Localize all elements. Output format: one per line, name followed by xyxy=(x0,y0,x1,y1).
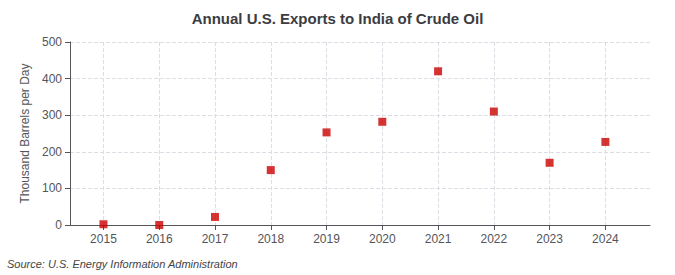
svg-text:2017: 2017 xyxy=(202,232,229,246)
svg-text:300: 300 xyxy=(42,108,62,122)
svg-text:Thousand Barrels per Day: Thousand Barrels per Day xyxy=(18,63,32,203)
svg-text:2015: 2015 xyxy=(90,232,117,246)
svg-text:2024: 2024 xyxy=(592,232,619,246)
svg-text:Source: U.S. Energy Informatio: Source: U.S. Energy Information Administ… xyxy=(7,258,238,270)
svg-text:Annual U.S. Exports to India o: Annual U.S. Exports to India of Crude Oi… xyxy=(192,10,484,27)
svg-text:2019: 2019 xyxy=(313,232,340,246)
svg-text:200: 200 xyxy=(42,145,62,159)
svg-text:2021: 2021 xyxy=(425,232,452,246)
svg-text:2020: 2020 xyxy=(369,232,396,246)
svg-text:400: 400 xyxy=(42,72,62,86)
svg-text:2018: 2018 xyxy=(257,232,284,246)
svg-text:100: 100 xyxy=(42,181,62,195)
svg-text:500: 500 xyxy=(42,35,62,49)
svg-text:2022: 2022 xyxy=(480,232,507,246)
svg-text:0: 0 xyxy=(55,218,62,232)
svg-text:2023: 2023 xyxy=(536,232,563,246)
svg-text:2016: 2016 xyxy=(146,232,173,246)
